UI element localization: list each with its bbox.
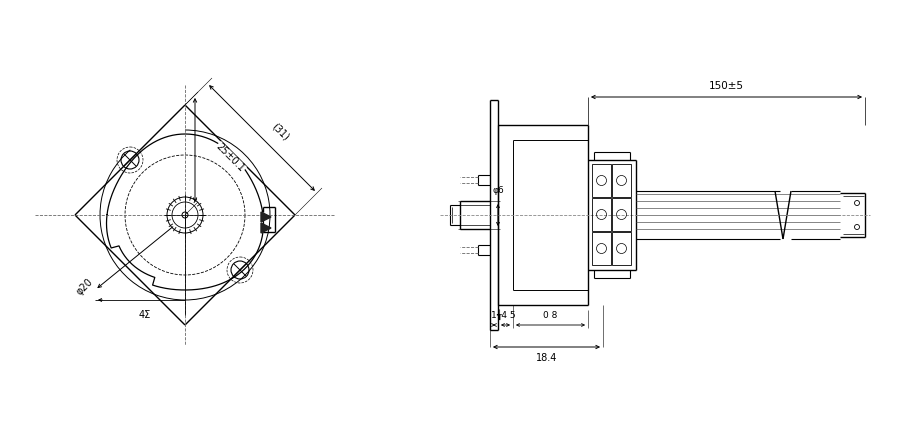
Text: 0 8: 0 8 (543, 311, 557, 320)
Polygon shape (261, 223, 271, 233)
Text: φ6: φ6 (492, 186, 503, 195)
Bar (612, 198, 630, 231)
Text: 25±0.1: 25±0.1 (214, 142, 246, 174)
Bar (612, 232, 630, 265)
Text: (31): (31) (269, 121, 290, 143)
Text: φ20: φ20 (75, 277, 95, 297)
Bar (592, 198, 611, 231)
Text: 1: 1 (491, 311, 496, 320)
Bar (612, 164, 630, 197)
Text: 4Σ: 4Σ (139, 310, 151, 320)
Bar (592, 164, 611, 197)
Bar (592, 232, 611, 265)
Text: 150±5: 150±5 (708, 81, 743, 91)
Text: ╅4 5: ╅4 5 (495, 309, 515, 320)
Polygon shape (261, 212, 271, 222)
Text: 18.4: 18.4 (535, 353, 557, 363)
